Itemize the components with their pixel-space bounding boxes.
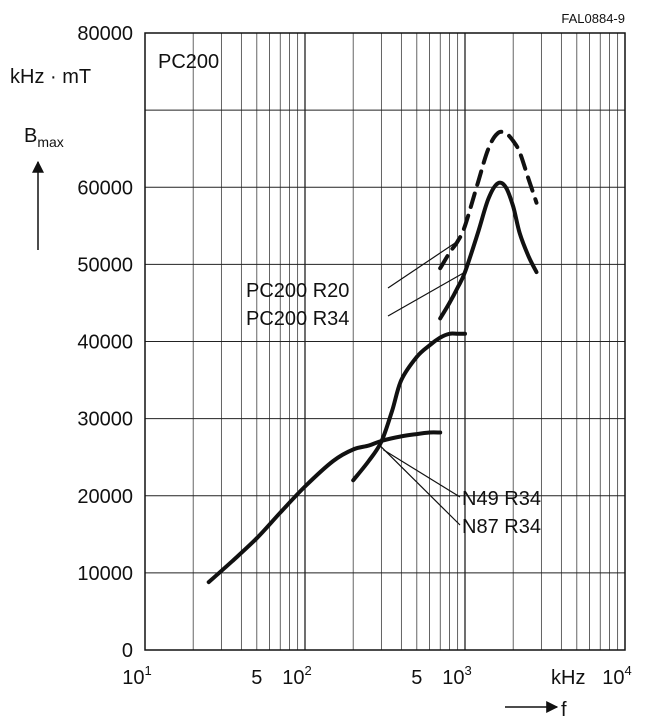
y-axis-unit: kHz · mT (10, 66, 91, 88)
y-tick-label: 60000 (77, 177, 133, 199)
leader-pc200-r34 (387, 271, 466, 317)
leader-n87-r34 (378, 444, 461, 526)
x-tick-label: 104 (602, 663, 631, 689)
y-tick-label: 30000 (77, 409, 133, 431)
panel-label: PC200 (158, 51, 219, 73)
leader-pc200-r20 (387, 240, 459, 289)
y-tick-label: 80000 (77, 23, 133, 45)
annotation-n49-r34: N49 R34 (462, 488, 541, 510)
series-line-pc200-r34 (438, 180, 539, 321)
y-tick-label: 40000 (77, 332, 133, 354)
x-tick-label: 101 (122, 663, 151, 689)
annotation-n87-r34: N87 R34 (462, 516, 541, 538)
x-axis-symbol: f (561, 699, 567, 721)
x-axis-tick-labels: 101 5 102 5 103 104 (122, 663, 631, 689)
series-line-n49-r34 (351, 331, 467, 483)
y-tick-label: 20000 (77, 486, 133, 508)
grid (145, 33, 625, 650)
y-tick-label: 0 (122, 640, 133, 662)
annotation-leader-lines (378, 240, 466, 526)
y-symbol-main: B (24, 125, 37, 147)
y-axis-symbol: Bmax (24, 125, 64, 150)
plot-frame (144, 32, 626, 651)
annotation-pc200-r34: PC200 R34 (246, 308, 349, 330)
figure-code: FAL0884-9 (561, 11, 625, 26)
y-symbol-sub: max (37, 134, 63, 150)
x-axis-unit: kHz (551, 667, 585, 689)
y-tick-label: 10000 (77, 563, 133, 585)
annotation-pc200-r20: PC200 R20 (246, 280, 349, 302)
leader-n49-r34 (383, 449, 461, 498)
y-axis-tick-labels: 0 10000 20000 30000 40000 50000 60000 80000 (77, 23, 133, 662)
x-tick-label: 5 (411, 667, 422, 689)
x-tick-label: 5 (251, 667, 262, 689)
x-tick-label: 103 (442, 663, 471, 689)
series-line-n87-r34 (206, 430, 443, 585)
x-tick-label: 102 (282, 663, 311, 689)
series-lines (206, 129, 539, 585)
y-tick-label: 50000 (77, 254, 133, 276)
